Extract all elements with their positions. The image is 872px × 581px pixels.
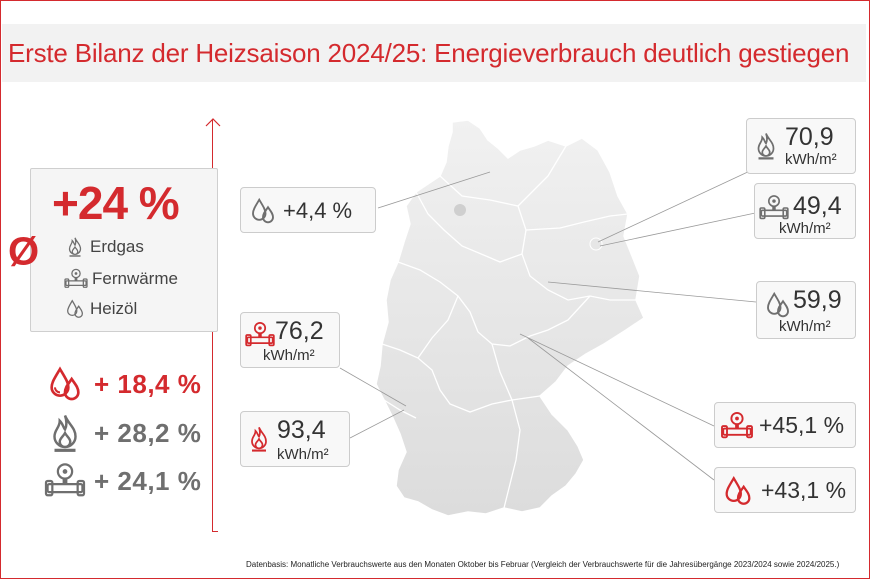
- legend-label-erdgas: Erdgas: [90, 237, 144, 256]
- oil-drops-icon: [247, 196, 279, 226]
- callout-value: 76,2: [275, 317, 324, 345]
- title-band: [2, 24, 866, 82]
- berlin-marker: [589, 237, 603, 251]
- callout-unit: kWh/m²: [277, 446, 329, 463]
- callout-north-west-oil: +4,4 %: [240, 187, 376, 233]
- page-title: Erste Bilanz der Heizsaison 2024/25: Ene…: [8, 38, 850, 68]
- flame-icon: [751, 129, 781, 163]
- callout-value: 70,9: [785, 123, 834, 151]
- flame-icon: [64, 236, 86, 258]
- average-box: [30, 168, 218, 332]
- heat-pipe-icon: [64, 268, 88, 290]
- summary-value-erdgas: + 28,2 %: [94, 417, 202, 448]
- axis-tick: [212, 531, 218, 532]
- flame-icon: [44, 412, 86, 454]
- callout-center-oil: +43,1 %: [714, 467, 856, 513]
- summary-row-fernwaerme: + 24,1 %: [44, 462, 201, 500]
- germany-outline: [375, 119, 645, 517]
- callout-value: +45,1 %: [759, 412, 845, 438]
- heat-pipe-icon: [719, 411, 755, 441]
- legend-item-heizoel: Heizöl: [64, 298, 137, 320]
- flame-icon: [245, 422, 273, 456]
- callout-unit: kWh/m²: [263, 347, 315, 364]
- average-value: +24 %: [52, 177, 180, 229]
- state-borders: [381, 145, 636, 509]
- callout-southwest-gas: 93,4 kWh/m²: [240, 411, 350, 467]
- heat-pipe-icon: [759, 194, 789, 222]
- oil-drops-icon: [64, 298, 86, 320]
- summary-value-fernwaerme: + 24,1 %: [94, 465, 202, 496]
- callout-center-district: +45,1 %: [714, 402, 856, 448]
- legend-item-fernwaerme: Fernwärme: [64, 268, 178, 290]
- oil-drops-icon: [721, 474, 755, 508]
- callout-unit: kWh/m²: [785, 151, 837, 168]
- average-symbol: Ø: [8, 230, 40, 274]
- callout-value: +4,4 %: [283, 198, 353, 223]
- legend-label-heizoel: Heizöl: [90, 299, 138, 318]
- callout-west-district: 76,2 kWh/m²: [240, 312, 340, 368]
- callout-unit: kWh/m²: [779, 220, 831, 237]
- summary-row-heizoel: + 18,4 %: [44, 364, 201, 404]
- legend-label-fernwaerme: Fernwärme: [92, 269, 178, 288]
- callout-value: 49,4: [793, 192, 842, 220]
- callout-east-oil: 59,9 kWh/m²: [756, 281, 856, 339]
- callout-unit: kWh/m²: [779, 318, 831, 335]
- callout-value: +43,1 %: [761, 477, 847, 503]
- callout-berlin-district: 49,4 kWh/m²: [754, 183, 856, 239]
- arrow-up-icon: [205, 118, 221, 127]
- summary-value-heizoel: + 18,4 %: [94, 368, 202, 399]
- bremen-marker: [454, 204, 466, 216]
- callout-value: 93,4: [277, 416, 326, 444]
- callout-berlin-gas: 70,9 kWh/m²: [746, 118, 856, 174]
- footnote: Datenbasis: Monatliche Verbrauchswerte a…: [246, 560, 840, 569]
- callout-value: 59,9: [793, 286, 842, 314]
- summary-row-erdgas: + 28,2 %: [44, 412, 201, 454]
- legend-item-erdgas: Erdgas: [64, 236, 144, 258]
- oil-drops-icon: [44, 364, 86, 404]
- oil-drops-icon: [763, 290, 793, 320]
- leader-lines: [339, 169, 761, 481]
- heat-pipe-icon: [44, 462, 86, 500]
- heat-pipe-icon: [245, 321, 275, 349]
